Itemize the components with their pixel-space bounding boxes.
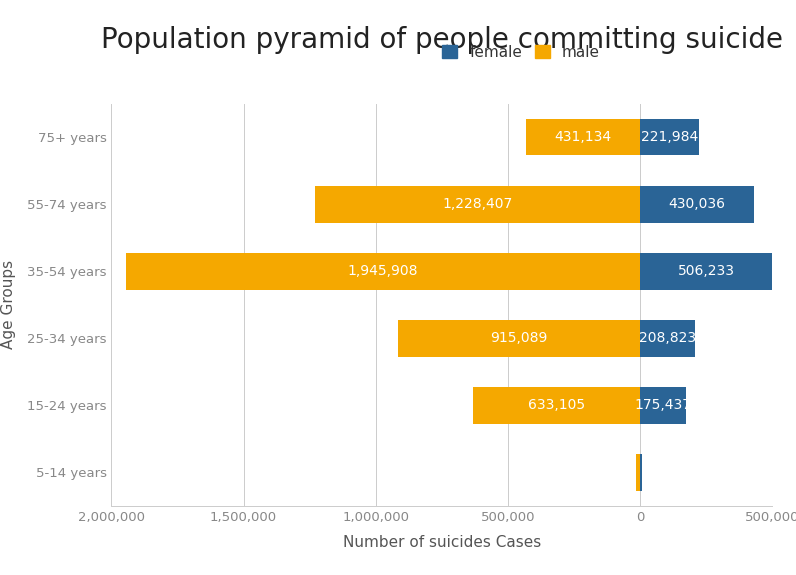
Bar (315, 186, 640, 223)
Text: 506,233: 506,233 (678, 264, 736, 278)
Bar (640, 253, 774, 290)
Legend: female, male: female, male (436, 39, 607, 66)
Text: 915,089: 915,089 (490, 331, 548, 346)
Bar (640, 454, 642, 491)
X-axis label: Number of suicides Cases: Number of suicides Cases (342, 535, 541, 550)
Y-axis label: Age Groups: Age Groups (1, 260, 16, 349)
Bar (640, 118, 699, 155)
Title: Population pyramid of people committing suicide: Population pyramid of people committing … (101, 26, 782, 54)
Bar (640, 387, 686, 424)
Bar (526, 118, 640, 155)
Text: 221,984: 221,984 (641, 130, 698, 144)
Text: 633,105: 633,105 (528, 398, 585, 412)
Text: 431,134: 431,134 (555, 130, 611, 144)
Bar (398, 320, 640, 356)
Text: 430,036: 430,036 (669, 197, 725, 211)
Text: 1,945,908: 1,945,908 (348, 264, 418, 278)
Text: 208,823: 208,823 (639, 331, 696, 346)
Text: 1,228,407: 1,228,407 (443, 197, 513, 211)
Bar (126, 253, 640, 290)
Text: 175,437: 175,437 (634, 398, 692, 412)
Bar (640, 320, 695, 356)
Bar (473, 387, 640, 424)
Bar (636, 454, 640, 491)
Bar (640, 186, 754, 223)
